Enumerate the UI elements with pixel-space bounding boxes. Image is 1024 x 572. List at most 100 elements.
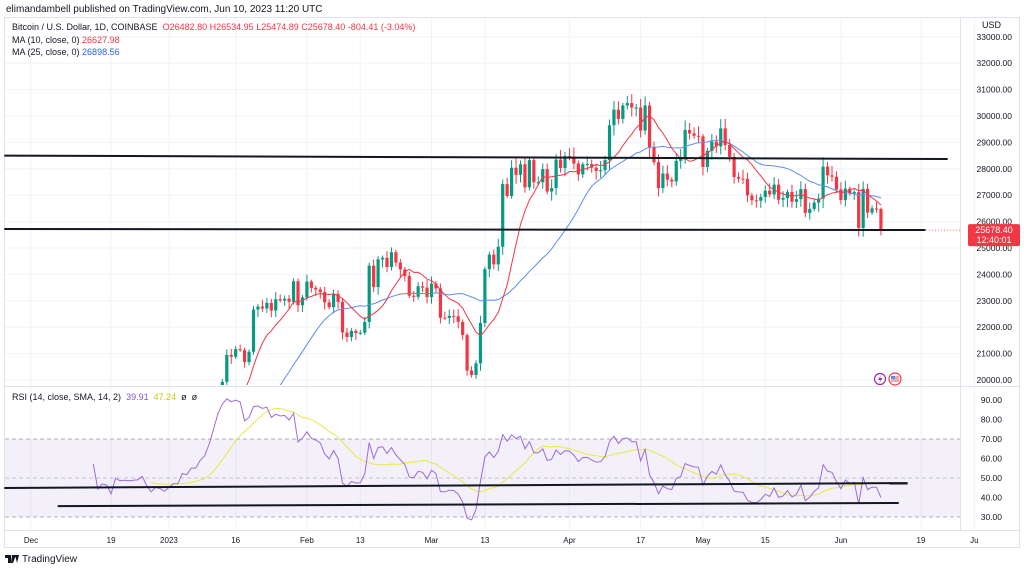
- trendline[interactable]: [4, 482, 908, 489]
- candle-body: [251, 309, 256, 352]
- rsi-line: [92, 398, 882, 521]
- time-tick-label: Mar: [425, 536, 439, 545]
- rsi-tick-label: 70.00: [981, 434, 1003, 444]
- candle-body: [283, 298, 287, 301]
- candle-body: [527, 160, 531, 188]
- candle-body: [318, 289, 322, 293]
- candle-body: [710, 141, 714, 151]
- rsi-sma-line: [151, 407, 882, 497]
- candle-body: [679, 157, 683, 161]
- candle-body: [452, 315, 456, 317]
- candle-body: [394, 252, 398, 263]
- candle-body: [309, 281, 313, 288]
- candle-body: [790, 192, 794, 202]
- candle-body: [848, 188, 852, 194]
- candle-body: [723, 128, 727, 146]
- candle-body: [812, 202, 816, 209]
- symbol-legend: Bitcoin / U.S. Dollar, 1D, COINBASE O264…: [12, 21, 415, 34]
- ohlc-close: C25678.40: [301, 22, 346, 32]
- candle-body: [874, 208, 879, 210]
- candle-body: [398, 262, 402, 270]
- currency-label[interactable]: USD: [982, 20, 1002, 30]
- rsi-legend[interactable]: RSI (14, close, SMA, 14, 2) 39.91 47.24 …: [12, 392, 197, 402]
- candle-body: [416, 286, 420, 297]
- candle-body: [701, 136, 705, 167]
- candle-body: [354, 330, 358, 334]
- candle-body: [478, 322, 483, 364]
- candle-body: [545, 169, 549, 192]
- trendline[interactable]: [4, 154, 948, 161]
- trendline[interactable]: [4, 227, 926, 232]
- candle-body: [861, 188, 865, 228]
- candle-body: [821, 166, 825, 199]
- trendlines[interactable]: [4, 154, 948, 508]
- ma10-legend[interactable]: MA (10, close, 0) 26627.98: [12, 34, 415, 47]
- candle-body: [492, 254, 496, 265]
- candle-body: [327, 302, 331, 308]
- candle-body: [385, 257, 389, 268]
- candle-body: [781, 198, 785, 200]
- rsi-tick-label: 50.00: [981, 473, 1003, 483]
- candle-body: [732, 156, 736, 177]
- candle-body: [247, 351, 251, 363]
- candle-body: [483, 269, 487, 323]
- candle-body: [332, 293, 336, 308]
- candles: [220, 94, 883, 385]
- time-tick-label: Jun: [834, 536, 847, 545]
- candle-body: [291, 281, 296, 302]
- ma25-value: 26898.56: [82, 47, 120, 57]
- rsi-tick-label: 60.00: [981, 454, 1003, 464]
- candle-body: [434, 283, 438, 289]
- rsi-axis[interactable]: 30.00 40.00 50.00 60.00 70.00 80.00 90.00: [981, 395, 1003, 522]
- candle-body: [518, 164, 523, 175]
- candle-body: [661, 173, 665, 189]
- candle-body: [652, 147, 656, 163]
- candle-body: [305, 281, 309, 298]
- price-tick-label: 23000.00: [977, 296, 1013, 306]
- trendline[interactable]: [57, 501, 899, 508]
- price-tick-label: 30000.00: [977, 111, 1013, 121]
- candle-body: [510, 167, 514, 196]
- candle-body: [367, 265, 371, 322]
- candle-body: [750, 195, 754, 201]
- candle-body: [287, 298, 291, 302]
- price-axis[interactable]: 20000.00 21000.00 22000.00 23000.00 24000.00…: [977, 32, 1013, 385]
- candle-body: [674, 160, 678, 182]
- price-tick-label: 25000.00: [977, 243, 1013, 253]
- time-tick-label: Ju: [970, 536, 978, 545]
- candle-body: [265, 302, 269, 309]
- price-tick-label: 27000.00: [977, 190, 1013, 200]
- time-tick-label: Feb: [300, 536, 314, 545]
- events-icons[interactable]: [873, 372, 902, 386]
- time-axis[interactable]: Dec 19 2023 16 Feb 13 Mar 13 Apr 17 May 15 Jun 19 Ju: [24, 536, 979, 545]
- candle-body: [407, 275, 411, 296]
- price-tick-label: 21000.00: [977, 349, 1013, 359]
- time-tick-label: 13: [480, 536, 489, 545]
- candle-body: [585, 164, 589, 166]
- price-tick-label: 26000.00: [977, 217, 1013, 227]
- last-price-value: 25678.40: [975, 225, 1013, 235]
- candle-body: [768, 190, 772, 195]
- candle-body: [852, 192, 856, 194]
- rsi-tick-label: 30.00: [981, 512, 1003, 522]
- rsi-label: RSI (14, close, SMA, 14, 2): [12, 392, 122, 402]
- candle-body: [229, 354, 233, 357]
- candle-body: [803, 189, 807, 213]
- symbol-title[interactable]: Bitcoin / U.S. Dollar, 1D, COINBASE: [12, 22, 158, 32]
- ma25-legend[interactable]: MA (25, close, 0) 26898.56: [12, 46, 415, 59]
- last-price-label: 25678.40 12:40:01: [968, 224, 1020, 247]
- ma10-value: 26627.98: [82, 34, 120, 45]
- candle-body: [225, 354, 229, 382]
- candle-body: [336, 293, 340, 302]
- candle-body: [461, 321, 465, 336]
- candle-body: [688, 129, 692, 134]
- tradingview-logo-icon: [5, 555, 19, 563]
- candle-body: [532, 160, 536, 183]
- ma10-label: MA (10, close, 0): [12, 34, 80, 45]
- tradingview-logo[interactable]: TradingView: [5, 554, 77, 565]
- rsi-extra-value: ø: [191, 392, 198, 402]
- time-tick-label: 2023: [160, 536, 178, 545]
- candle-body: [866, 188, 870, 213]
- candle-body: [630, 103, 634, 108]
